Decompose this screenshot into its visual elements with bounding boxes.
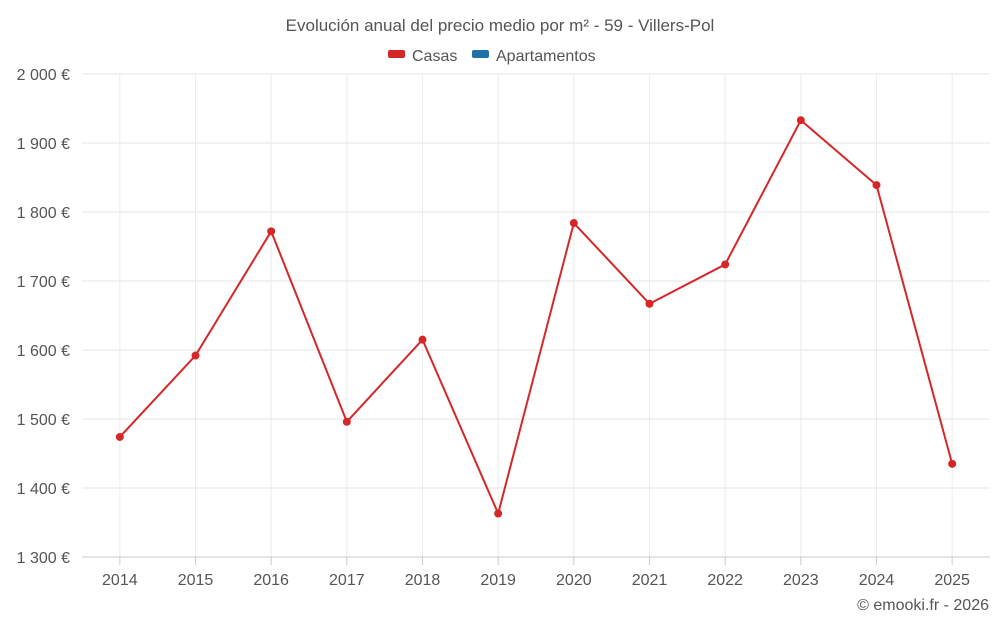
legend-swatch-apartamentos xyxy=(472,50,489,58)
data-point-casas-2022[interactable] xyxy=(721,260,730,269)
x-tick-label: 2017 xyxy=(329,572,365,589)
y-tick-label: 1 600 € xyxy=(17,343,70,360)
legend-swatch-casas xyxy=(388,50,405,58)
data-point-casas-2015[interactable] xyxy=(191,351,200,360)
series-casas xyxy=(115,116,957,518)
legend-label-apartamentos: Apartamentos xyxy=(496,48,596,65)
credit-text: © emooki.fr - 2026 xyxy=(857,597,989,614)
x-tick-label: 2019 xyxy=(480,572,516,589)
x-tick-label: 2015 xyxy=(178,572,214,589)
data-point-casas-2019[interactable] xyxy=(494,509,503,518)
y-tick-label: 1 700 € xyxy=(17,274,70,291)
data-point-casas-2016[interactable] xyxy=(267,227,276,236)
x-tick-label: 2024 xyxy=(859,572,895,589)
data-point-casas-2021[interactable] xyxy=(645,299,654,308)
y-tick-label: 1 300 € xyxy=(17,550,70,567)
legend: Casas Apartamentos xyxy=(388,48,596,65)
legend-item-apartamentos[interactable]: Apartamentos xyxy=(472,48,596,65)
y-tick-label: 1 400 € xyxy=(17,481,70,498)
x-axis: 2014 2015 2016 2017 2018 2019 2020 2021 2022 2023… xyxy=(82,556,990,589)
x-tick-label: 2016 xyxy=(253,572,289,589)
data-point-casas-2024[interactable] xyxy=(872,181,881,190)
series-line-casas xyxy=(119,119,954,515)
data-point-casas-2017[interactable] xyxy=(342,417,351,426)
data-point-casas-2018[interactable] xyxy=(418,335,427,344)
chart-title: Evolución anual del precio medio por m² … xyxy=(286,16,715,35)
x-tick-label: 2018 xyxy=(405,572,441,589)
y-axis: 1 300 € 1 400 € 1 500 € 1 600 € 1 700 € 1 800… xyxy=(17,67,70,567)
y-tick-label: 1 500 € xyxy=(17,412,70,429)
y-tick-label: 1 800 € xyxy=(17,205,70,222)
x-tick-label: 2020 xyxy=(556,572,592,589)
data-point-casas-2025[interactable] xyxy=(948,459,957,468)
legend-label-casas: Casas xyxy=(412,48,457,65)
x-tick-label: 2021 xyxy=(632,572,668,589)
x-tick-label: 2014 xyxy=(102,572,138,589)
y-tick-label: 2 000 € xyxy=(17,67,70,84)
data-point-casas-2014[interactable] xyxy=(115,432,124,441)
legend-item-casas[interactable]: Casas xyxy=(388,48,457,65)
y-tick-label: 1 900 € xyxy=(17,136,70,153)
data-point-casas-2023[interactable] xyxy=(796,116,805,125)
data-point-casas-2020[interactable] xyxy=(569,219,578,228)
x-tick-label: 2025 xyxy=(934,572,970,589)
grid xyxy=(82,73,990,558)
x-tick-label: 2022 xyxy=(707,572,743,589)
x-tick-label: 2023 xyxy=(783,572,819,589)
